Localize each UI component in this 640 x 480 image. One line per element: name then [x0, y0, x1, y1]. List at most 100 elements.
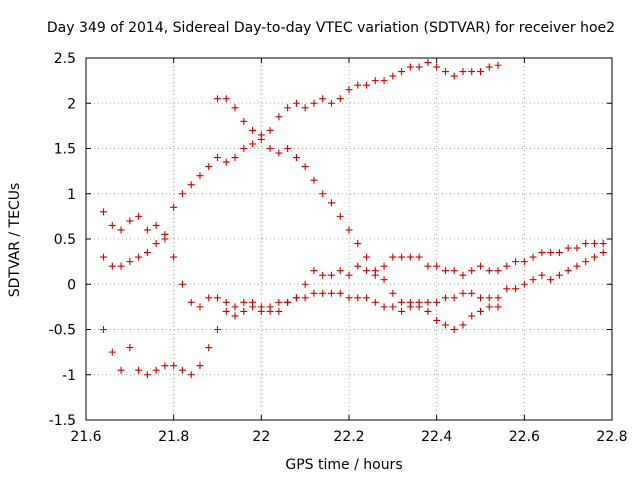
data-point — [301, 294, 309, 302]
data-point — [108, 348, 116, 356]
data-point — [468, 68, 476, 76]
data-point — [231, 303, 239, 311]
data-point — [398, 307, 406, 315]
data-point — [468, 289, 476, 297]
y-axis-label: SDTVAR / TECUs — [7, 183, 23, 298]
series-track-d — [214, 59, 502, 139]
data-point — [363, 267, 371, 275]
data-point — [354, 294, 362, 302]
x-tick-label: 22.6 — [509, 429, 540, 445]
data-point — [468, 267, 476, 275]
data-point — [327, 271, 335, 279]
data-point — [354, 81, 362, 89]
data-point — [424, 59, 432, 67]
data-point — [117, 262, 125, 270]
data-point — [187, 298, 195, 306]
data-point — [257, 303, 265, 311]
data-point — [371, 77, 379, 85]
data-point — [327, 199, 335, 207]
grid-lines — [86, 58, 612, 420]
data-point — [143, 249, 151, 257]
data-point — [450, 294, 458, 302]
data-point — [503, 285, 511, 293]
data-point — [336, 212, 344, 220]
data-point — [599, 249, 607, 257]
data-point — [178, 190, 186, 198]
data-point — [240, 307, 248, 315]
data-point — [468, 312, 476, 320]
data-point — [564, 267, 572, 275]
data-point — [249, 298, 257, 306]
data-point — [415, 253, 423, 261]
data-point — [266, 126, 274, 134]
y-tick-label: 0 — [67, 277, 76, 293]
data-point — [371, 298, 379, 306]
data-point — [266, 307, 274, 315]
series-track-e — [503, 249, 607, 293]
data-point — [494, 61, 502, 69]
data-point — [196, 172, 204, 180]
data-point — [222, 307, 230, 315]
data-point — [363, 253, 371, 261]
data-point — [100, 326, 108, 333]
data-point — [135, 253, 143, 261]
data-point — [222, 95, 230, 103]
data-point — [143, 226, 151, 234]
data-point — [441, 321, 449, 329]
data-point — [485, 267, 493, 275]
chart-title: Day 349 of 2014, Sidereal Day-to-day VTE… — [47, 20, 615, 36]
data-point — [292, 154, 300, 162]
data-point — [266, 145, 274, 152]
data-point — [170, 253, 178, 261]
x-tick-label: 21.8 — [158, 429, 189, 445]
data-point — [152, 221, 160, 229]
data-point — [231, 312, 239, 320]
data-point — [292, 294, 300, 302]
data-point — [231, 104, 239, 112]
data-point — [538, 249, 546, 257]
data-point — [152, 366, 160, 374]
data-point — [170, 203, 178, 211]
data-point — [406, 63, 414, 71]
data-point — [126, 258, 134, 266]
data-point — [485, 294, 493, 302]
data-point — [494, 267, 502, 275]
data-point — [345, 226, 353, 234]
data-point — [327, 289, 335, 297]
data-point — [363, 81, 371, 89]
data-point — [398, 68, 406, 76]
data-point — [310, 267, 318, 275]
data-point — [564, 244, 572, 252]
data-point — [336, 95, 344, 103]
data-point — [108, 262, 116, 270]
data-point — [100, 208, 108, 216]
data-point — [398, 253, 406, 261]
data-point — [310, 289, 318, 297]
data-point — [371, 267, 379, 275]
data-point — [345, 271, 353, 279]
data-point — [520, 258, 528, 266]
data-point — [214, 154, 221, 162]
data-point — [599, 240, 607, 248]
data-point — [222, 158, 230, 166]
data-point — [100, 253, 108, 261]
y-tick-label: 1.5 — [54, 142, 76, 158]
x-tick-label: 22.4 — [421, 429, 452, 445]
data-point — [406, 253, 414, 261]
data-point — [441, 294, 449, 302]
data-point — [441, 68, 449, 76]
data-point — [222, 298, 230, 306]
data-point — [477, 68, 484, 76]
data-point — [459, 271, 467, 279]
data-point — [389, 253, 397, 261]
x-axis-label: GPS time / hours — [285, 457, 402, 473]
x-tick-label: 22.2 — [333, 429, 364, 445]
data-point — [590, 240, 598, 248]
data-point — [231, 154, 239, 162]
data-point — [433, 316, 441, 324]
y-tick-label: 1 — [67, 187, 76, 203]
data-point — [257, 131, 265, 139]
data-point — [249, 140, 257, 148]
data-point — [310, 99, 318, 107]
